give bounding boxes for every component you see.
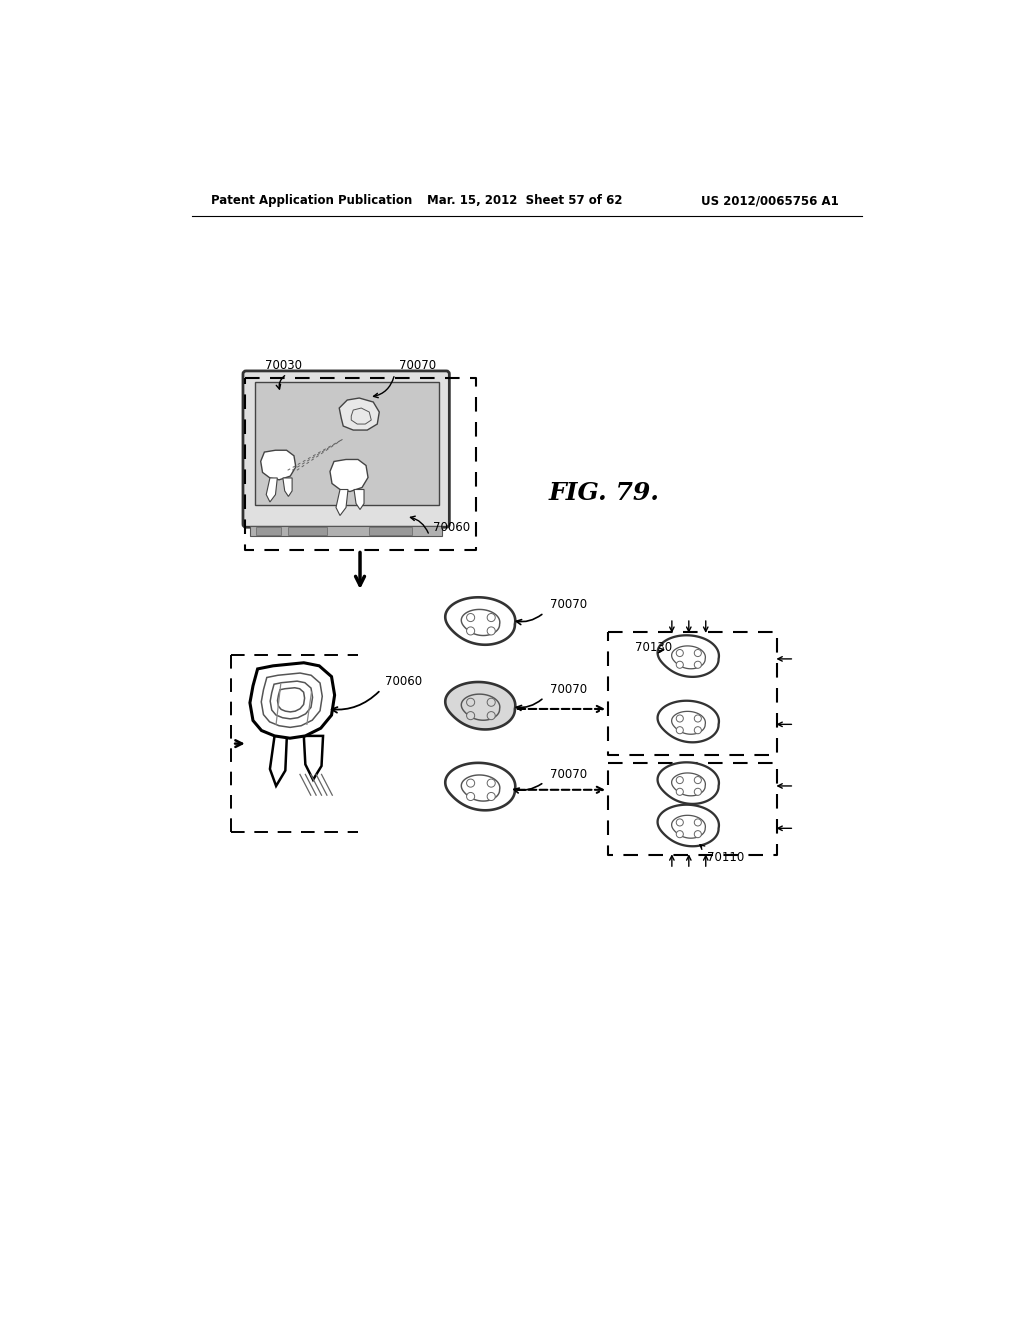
Circle shape <box>676 715 683 722</box>
Text: 70070: 70070 <box>398 359 435 372</box>
Text: 70030: 70030 <box>265 359 302 372</box>
Polygon shape <box>461 775 500 801</box>
Circle shape <box>694 727 701 734</box>
Circle shape <box>467 627 475 635</box>
Bar <box>255 381 438 506</box>
Text: 70070: 70070 <box>550 598 588 611</box>
Circle shape <box>487 711 496 719</box>
Polygon shape <box>672 816 706 838</box>
Text: 70060: 70060 <box>433 521 470 535</box>
Circle shape <box>487 698 496 706</box>
Polygon shape <box>250 663 335 738</box>
Polygon shape <box>261 450 296 479</box>
Bar <box>370 527 412 535</box>
Circle shape <box>467 792 475 800</box>
Text: Mar. 15, 2012  Sheet 57 of 62: Mar. 15, 2012 Sheet 57 of 62 <box>427 194 623 207</box>
Polygon shape <box>354 490 364 510</box>
Text: 70070: 70070 <box>550 682 588 696</box>
Circle shape <box>676 727 683 734</box>
Circle shape <box>694 788 701 796</box>
Circle shape <box>676 776 683 784</box>
Text: Patent Application Publication: Patent Application Publication <box>211 194 413 207</box>
Polygon shape <box>461 694 500 721</box>
Polygon shape <box>445 682 515 730</box>
Polygon shape <box>445 763 515 810</box>
Polygon shape <box>304 737 323 780</box>
Circle shape <box>467 779 475 787</box>
Polygon shape <box>261 673 323 727</box>
Bar <box>256 527 281 535</box>
Text: US 2012/0065756 A1: US 2012/0065756 A1 <box>701 194 839 207</box>
Circle shape <box>467 711 475 719</box>
Text: 70060: 70060 <box>385 675 422 688</box>
FancyBboxPatch shape <box>243 371 450 527</box>
Polygon shape <box>672 711 706 734</box>
Polygon shape <box>672 774 706 796</box>
Circle shape <box>487 792 496 800</box>
Circle shape <box>487 627 496 635</box>
Polygon shape <box>657 635 719 677</box>
Circle shape <box>694 830 701 838</box>
Polygon shape <box>339 399 379 430</box>
Circle shape <box>694 715 701 722</box>
Polygon shape <box>266 478 278 502</box>
Circle shape <box>467 614 475 622</box>
Text: FIG. 79.: FIG. 79. <box>549 482 659 506</box>
Text: 70110: 70110 <box>707 851 743 865</box>
Bar <box>289 527 327 535</box>
Bar <box>250 525 442 536</box>
Circle shape <box>676 661 683 668</box>
Circle shape <box>676 649 683 656</box>
Circle shape <box>676 818 683 826</box>
Polygon shape <box>283 478 292 496</box>
Text: 70130: 70130 <box>635 640 672 653</box>
Polygon shape <box>351 408 372 424</box>
Polygon shape <box>270 737 287 785</box>
Circle shape <box>676 788 683 796</box>
Polygon shape <box>657 701 719 742</box>
Circle shape <box>694 649 701 656</box>
Circle shape <box>487 779 496 787</box>
Polygon shape <box>330 459 368 491</box>
Polygon shape <box>657 763 719 804</box>
Text: 70070: 70070 <box>550 767 588 780</box>
Polygon shape <box>336 490 348 516</box>
Circle shape <box>676 830 683 838</box>
Circle shape <box>694 776 701 784</box>
Circle shape <box>694 818 701 826</box>
Polygon shape <box>445 598 515 644</box>
Circle shape <box>694 661 701 668</box>
Polygon shape <box>657 805 719 846</box>
Circle shape <box>467 698 475 706</box>
Polygon shape <box>270 681 312 719</box>
Polygon shape <box>672 645 706 669</box>
Polygon shape <box>278 688 304 711</box>
Polygon shape <box>461 610 500 635</box>
Circle shape <box>487 614 496 622</box>
